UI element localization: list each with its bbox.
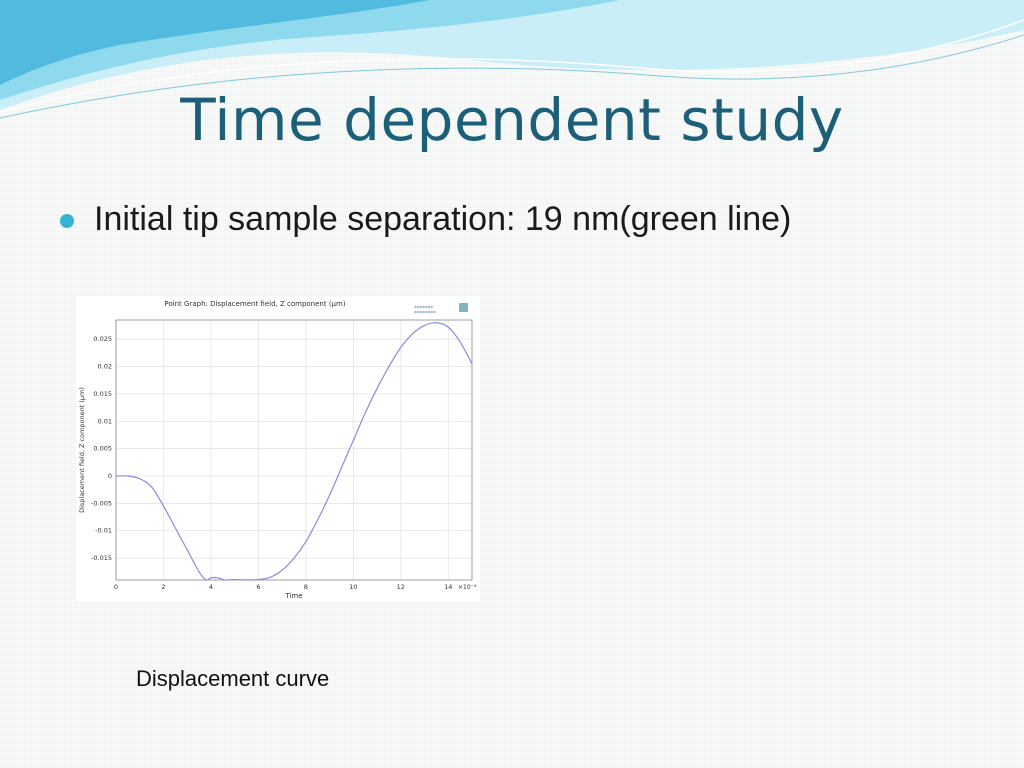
x-tick-label: 14: [444, 583, 452, 591]
y-tick-label: 0.005: [93, 445, 112, 453]
y-tick-label: -0.005: [91, 499, 112, 507]
svg-text:▪▪▪▪▪▪▪▪: ▪▪▪▪▪▪▪▪: [414, 309, 436, 314]
bullet-text: Initial tip sample separation: 19 nm(gre…: [94, 200, 792, 238]
comsol-logo-icon: ▪▪▪▪▪▪▪ ▪▪▪▪▪▪▪▪: [414, 303, 468, 314]
plot-frame: [115, 319, 473, 581]
y-tick-label: 0: [108, 472, 112, 480]
svg-text:▪▪▪▪▪▪▪: ▪▪▪▪▪▪▪: [414, 304, 433, 309]
x-tick-label: 4: [209, 583, 213, 591]
header-wave-decoration: [0, 0, 1024, 119]
y-tick-label: 0.01: [98, 417, 112, 425]
y-tick-label: 0.02: [98, 363, 112, 371]
x-tick-label: 8: [304, 583, 308, 591]
x-axis-multiplier: ×10⁻⁴: [458, 584, 477, 591]
series-line: [115, 322, 473, 581]
chart-panel: Point Graph: Displacement field, Z compo…: [76, 296, 480, 602]
x-tick-label: 6: [256, 583, 260, 591]
x-tick-label: 2: [161, 583, 165, 591]
displacement-chart: Point Graph: Displacement field, Z compo…: [78, 300, 477, 600]
bullet-item: Initial tip sample separation: 19 nm(gre…: [60, 200, 791, 239]
x-tick-label: 12: [397, 583, 405, 591]
y-tick-label: 0.025: [93, 335, 112, 343]
figure-caption: Displacement curve: [136, 666, 330, 691]
x-axis-label: Time: [284, 592, 302, 600]
x-tick-label: 10: [349, 583, 357, 591]
y-tick-label: -0.015: [91, 554, 112, 562]
x-tick-label: 0: [114, 583, 118, 591]
y-tick-label: -0.01: [95, 527, 112, 535]
bullet-dot-icon: [60, 213, 74, 228]
chart-title: Point Graph: Displacement field, Z compo…: [164, 300, 345, 308]
y-tick-label: 0.015: [93, 390, 112, 398]
y-axis-label: Displacement field, Z component (µm): [78, 387, 86, 513]
slide-title: Time dependent study: [180, 86, 844, 154]
